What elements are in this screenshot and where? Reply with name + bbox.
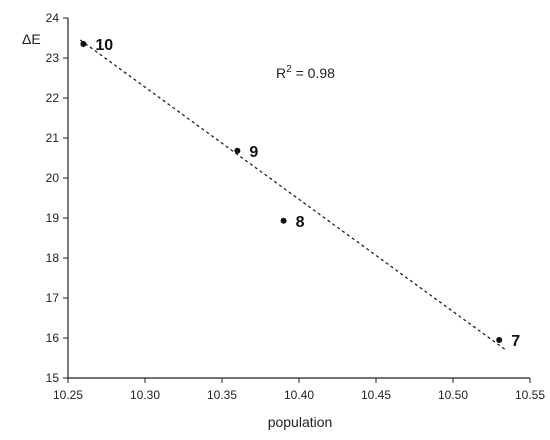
r-squared-value: = 0.98 xyxy=(292,65,335,81)
y-tick-label: 19 xyxy=(46,211,60,225)
x-tick-label: 10.35 xyxy=(207,388,237,402)
y-tick-label: 20 xyxy=(46,171,60,185)
y-axis-title: ΔE xyxy=(22,31,41,47)
y-tick-label: 21 xyxy=(46,131,60,145)
r-squared-base: R xyxy=(276,65,286,81)
y-tick-label: 24 xyxy=(46,11,60,25)
data-point-label: 10 xyxy=(95,37,113,54)
data-point xyxy=(234,147,241,154)
x-axis-title: population xyxy=(268,414,333,430)
data-point-label: 8 xyxy=(296,214,305,231)
data-point xyxy=(496,337,503,343)
plot-area: 15 16 17 18 19 20 21 22 23 24 10.25 10.30 10.35 10.40… xyxy=(46,11,546,402)
trend-line xyxy=(79,39,508,352)
x-tick-label: 10.30 xyxy=(130,388,160,402)
y-tick-label: 15 xyxy=(46,371,60,385)
x-tick-label: 10.55 xyxy=(515,388,545,402)
x-tick-label: 10.40 xyxy=(284,388,314,402)
data-point-label: 9 xyxy=(249,144,258,161)
r-squared-annotation: R2 = 0.98 xyxy=(276,64,335,81)
y-tick-label: 22 xyxy=(46,91,60,105)
data-point-label: 7 xyxy=(511,333,520,350)
x-tick-label: 10.25 xyxy=(53,388,83,402)
x-tick-label: 10.50 xyxy=(438,388,468,402)
y-tick-label: 18 xyxy=(46,251,60,265)
y-tick-label: 16 xyxy=(46,331,60,345)
y-tick-label: 23 xyxy=(46,51,60,65)
data-point xyxy=(80,41,87,47)
x-tick-label: 10.45 xyxy=(361,388,391,402)
data-point xyxy=(280,217,287,224)
y-tick-label: 17 xyxy=(46,291,60,305)
r-squared-superscript: 2 xyxy=(286,64,292,75)
